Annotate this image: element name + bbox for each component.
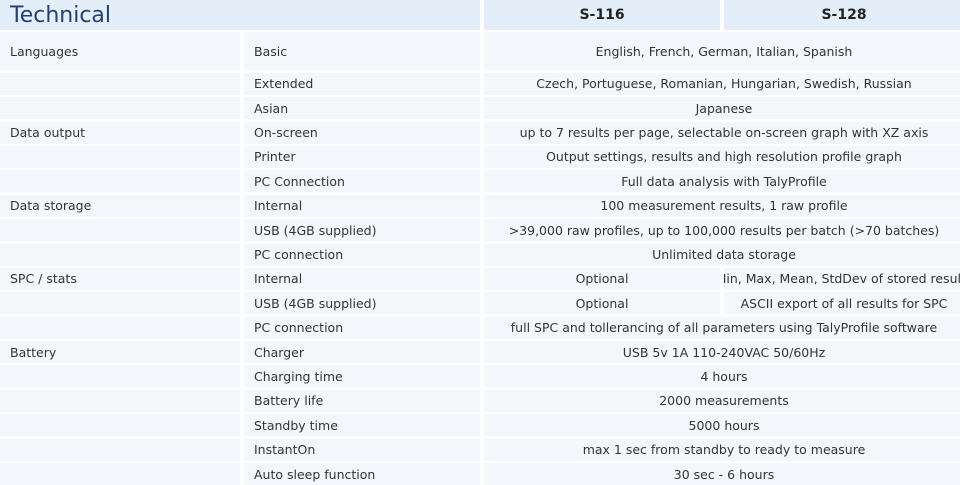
row-category bbox=[0, 72, 240, 95]
row-value: 2000 measurements bbox=[484, 389, 960, 412]
row-item: USB (4GB supplied) bbox=[244, 292, 480, 315]
row-category bbox=[0, 243, 240, 266]
row-item: Charging time bbox=[244, 365, 480, 388]
row-item: PC connection bbox=[244, 316, 480, 339]
row-value: USB 5v 1A 110-240VAC 50/60Hz bbox=[484, 341, 960, 364]
row-category bbox=[0, 463, 240, 485]
row-item: Internal bbox=[244, 267, 480, 290]
row-category bbox=[0, 170, 240, 193]
row-category bbox=[0, 365, 240, 388]
row-value: Japanese bbox=[484, 97, 960, 120]
row-value: up to 7 results per page, selectable on-… bbox=[484, 121, 960, 144]
row-category: SPC / stats bbox=[0, 267, 240, 290]
row-item: PC connection bbox=[244, 243, 480, 266]
row-item: Battery life bbox=[244, 389, 480, 412]
row-category bbox=[0, 389, 240, 412]
row-category: Battery bbox=[0, 341, 240, 364]
row-category bbox=[0, 438, 240, 461]
row-value-s116: Optional bbox=[484, 292, 720, 315]
row-item: PC Connection bbox=[244, 170, 480, 193]
row-value-s116: Optional bbox=[484, 267, 720, 290]
row-value: 30 sec - 6 hours bbox=[484, 463, 960, 485]
row-category bbox=[0, 97, 240, 120]
row-value: full SPC and tollerancing of all paramet… bbox=[484, 316, 960, 339]
row-category bbox=[0, 414, 240, 437]
row-category bbox=[0, 219, 240, 242]
row-item: InstantOn bbox=[244, 438, 480, 461]
section-title: Technical bbox=[0, 0, 480, 30]
row-item: Auto sleep function bbox=[244, 463, 480, 485]
row-value: 100 measurement results, 1 raw profile bbox=[484, 194, 960, 217]
row-value: 5000 hours bbox=[484, 414, 960, 437]
row-value: Full data analysis with TalyProfile bbox=[484, 170, 960, 193]
row-category bbox=[0, 292, 240, 315]
row-value: English, French, German, Italian, Spanis… bbox=[484, 32, 960, 71]
row-value: 4 hours bbox=[484, 365, 960, 388]
row-item: Printer bbox=[244, 145, 480, 168]
row-category: Languages bbox=[0, 32, 240, 71]
row-item: Standby time bbox=[244, 414, 480, 437]
row-item: Charger bbox=[244, 341, 480, 364]
row-category: Data output bbox=[0, 121, 240, 144]
row-value: Output settings, results and high resolu… bbox=[484, 145, 960, 168]
row-item: On-screen bbox=[244, 121, 480, 144]
row-category bbox=[0, 316, 240, 339]
row-category bbox=[0, 145, 240, 168]
row-value-s128: Min, Max, Mean, StdDev of stored results bbox=[724, 267, 960, 290]
row-value: >39,000 raw profiles, up to 100,000 resu… bbox=[484, 219, 960, 242]
row-value: max 1 sec from standby to ready to measu… bbox=[484, 438, 960, 461]
model-header-s116: S-116 bbox=[484, 0, 720, 30]
row-item: Asian bbox=[244, 97, 480, 120]
row-value: Unlimited data storage bbox=[484, 243, 960, 266]
row-item: Basic bbox=[244, 32, 480, 71]
model-header-s128: S-128 bbox=[724, 0, 960, 30]
row-item: Extended bbox=[244, 72, 480, 95]
row-value-s128: ASCII export of all results for SPC bbox=[724, 292, 960, 315]
row-category: Data storage bbox=[0, 194, 240, 217]
row-item: Internal bbox=[244, 194, 480, 217]
row-item: USB (4GB supplied) bbox=[244, 219, 480, 242]
row-value: Czech, Portuguese, Romanian, Hungarian, … bbox=[484, 72, 960, 95]
